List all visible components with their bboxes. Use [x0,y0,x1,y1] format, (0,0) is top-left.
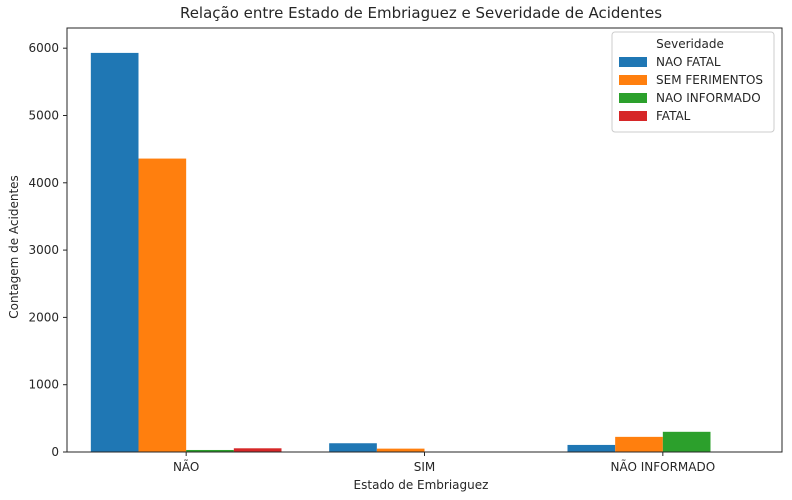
bar [329,443,377,452]
legend-swatch [619,111,647,121]
axes: 0 1000 2000 3000 4000 5000 6000 NÃO SIM NÃO INFOR… [28,27,783,474]
bar [567,444,616,452]
y-tick-label: 4000 [28,176,59,190]
y-axis-label: Contagem de Acidentes [7,175,21,319]
bar [90,52,139,453]
legend-entry-label: SEM FERIMENTOS [656,73,763,87]
legend-entry-label: NAO FATAL [656,55,721,69]
bars [90,52,711,453]
bar [662,431,711,452]
legend-title: Severidade [656,37,724,51]
y-tick-label: 6000 [28,41,59,55]
chart-title: Relação entre Estado de Embriaguez e Sev… [180,4,662,22]
y-tick-label: 5000 [28,108,59,122]
legend-entry-label: FATAL [656,109,691,123]
y-tick-label: 0 [51,445,59,459]
legend-box [611,31,775,133]
y-tick-label: 1000 [28,378,59,392]
legend-entry-label: NAO INFORMADO [656,91,761,105]
legend-swatch [619,93,647,103]
bar [376,448,425,452]
legend-swatch [619,75,647,85]
bar [233,448,282,452]
bar [186,449,234,452]
bar [138,158,187,452]
x-tick-label: SIM [414,460,436,474]
y-tick-label: 3000 [28,243,59,257]
x-axis-label: Estado de Embriaguez [354,478,489,492]
y-tick-label: 2000 [28,310,59,324]
x-tick-label: NÃO INFORMADO [610,459,715,474]
legend-swatch [619,57,647,67]
bar [615,436,663,452]
x-tick-label: NÃO [173,459,199,474]
legend: Severidade NAO FATAL SEM FERIMENTOS NAO INF… [611,31,775,133]
